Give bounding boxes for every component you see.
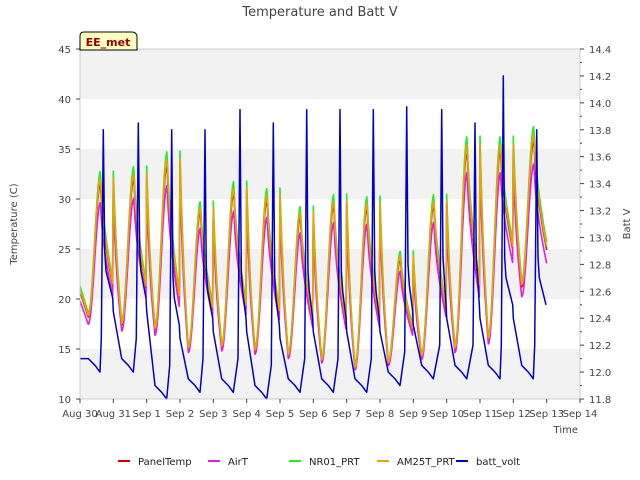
grid-band [80,49,580,99]
y2-tick-label: 13.4 [589,180,611,191]
legend-item-am25t-prt: AM25T_PRT [377,457,456,468]
legend: PanelTemp AirT NR01_PRT AM25T_PRT batt_volt [118,457,520,468]
x-tick-label: Sep 9 [399,409,427,420]
y2-tick-label: 12.0 [589,368,611,379]
y2-tick-label: 13.8 [589,126,611,137]
x-tick-label: Sep 5 [266,409,294,420]
series-line-batt-volt [80,75,547,400]
chart-title: Temperature and Batt V [241,5,397,20]
series-layer [79,75,548,400]
y2-tick-label: 12.2 [589,341,611,352]
x-tick-label: Sep 12 [496,409,531,420]
y-tick-label: 40 [58,95,71,106]
y2-tick-label: 14.2 [589,72,611,83]
x-tick-label: Sep 3 [199,409,227,420]
y-tick-label: 15 [58,345,71,356]
y2-tick-label: 12.4 [589,314,611,325]
x-tick-label: Aug 31 [96,409,131,420]
y2-tick-label: 14.4 [589,45,611,56]
y2-axis-label: Batt V [622,208,633,239]
x-axis-label: Time [553,425,578,436]
y-tick-label: 30 [58,195,71,206]
x-tick-label: Sep 14 [563,409,598,420]
x-tick-label: Sep 1 [132,409,160,420]
x-tick-label: Sep 7 [332,409,360,420]
legend-label: AirT [228,457,249,468]
y-tick-label: 45 [58,45,71,56]
station-label-box: EE_met [79,31,138,51]
legend-item-batt-volt: batt_volt [456,457,520,468]
y2-tick-label: 12.8 [589,260,611,271]
y2-tick-label: 11.8 [589,395,611,406]
y2-tick-label: 14.0 [589,99,611,110]
x-tick-label: Sep 10 [429,409,464,420]
x-tick-label: Sep 4 [232,409,260,420]
x-tick-label: Sep 11 [463,409,498,420]
y2-tick-label: 13.2 [589,207,611,218]
legend-label: NR01_PRT [309,457,360,468]
y-axis-left: 10 15 20 25 30 35 40 45 [58,45,80,406]
y2-tick-label: 13.6 [589,153,611,164]
y-tick-label: 25 [58,245,71,256]
x-tick-label: Sep 2 [166,409,194,420]
y2-tick-label: 13.0 [589,233,611,244]
legend-label: PanelTemp [138,457,192,468]
y-axis-label: Temperature (C) [9,183,20,265]
x-tick-label: Sep 13 [529,409,564,420]
x-tick-label: Aug 30 [62,409,97,420]
y-tick-label: 20 [58,295,71,306]
legend-item-nr01-prt: NR01_PRT [289,457,360,468]
legend-item-airt: AirT [208,457,249,468]
y-tick-label: 35 [58,145,71,156]
y2-tick-label: 12.6 [589,287,611,298]
legend-label: batt_volt [476,457,520,468]
x-tick-label: Sep 8 [366,409,394,420]
grid-band [80,349,580,399]
y-axis-right: 11.8 12.0 12.2 12.4 12.6 12.8 13.0 13.2 13.4 13.6… [580,45,611,406]
series-line-am25t-prt [79,134,548,368]
legend-label: AM25T_PRT [397,457,456,468]
legend-item-paneltemp: PanelTemp [118,457,192,468]
station-label: EE_met [86,36,131,49]
y-tick-label: 10 [58,395,71,406]
x-tick-label: Sep 6 [299,409,327,420]
